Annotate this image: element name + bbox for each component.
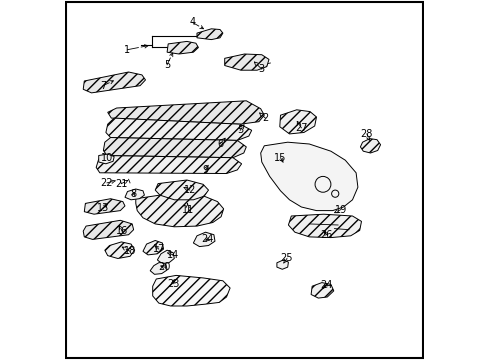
Text: 16: 16 bbox=[116, 226, 128, 236]
Polygon shape bbox=[106, 118, 251, 140]
Polygon shape bbox=[83, 220, 133, 239]
Text: 20: 20 bbox=[158, 262, 170, 272]
Polygon shape bbox=[152, 275, 230, 306]
Text: 24: 24 bbox=[320, 280, 332, 290]
Polygon shape bbox=[193, 232, 215, 247]
Text: 8: 8 bbox=[130, 189, 137, 199]
Polygon shape bbox=[360, 139, 380, 153]
Text: 7: 7 bbox=[100, 81, 106, 91]
Polygon shape bbox=[157, 250, 174, 264]
Text: 22: 22 bbox=[101, 178, 113, 188]
Polygon shape bbox=[125, 189, 144, 200]
Text: 14: 14 bbox=[167, 250, 179, 260]
Polygon shape bbox=[155, 180, 208, 200]
Text: 23: 23 bbox=[167, 279, 179, 289]
Polygon shape bbox=[279, 110, 316, 134]
Text: 11: 11 bbox=[181, 204, 193, 215]
Text: 24: 24 bbox=[201, 234, 214, 244]
Text: 15: 15 bbox=[274, 153, 286, 163]
Polygon shape bbox=[84, 199, 125, 214]
Text: 17: 17 bbox=[152, 244, 164, 254]
Text: 5: 5 bbox=[163, 60, 170, 70]
Text: 12: 12 bbox=[183, 185, 196, 195]
Polygon shape bbox=[136, 195, 223, 227]
Text: 27: 27 bbox=[295, 123, 307, 133]
Polygon shape bbox=[310, 283, 333, 298]
Text: 21: 21 bbox=[115, 179, 127, 189]
Text: 2: 2 bbox=[262, 113, 268, 123]
Text: 4: 4 bbox=[189, 17, 195, 27]
Polygon shape bbox=[150, 262, 167, 274]
Polygon shape bbox=[260, 142, 357, 211]
Polygon shape bbox=[167, 41, 198, 54]
Polygon shape bbox=[276, 260, 288, 269]
Polygon shape bbox=[288, 214, 361, 238]
Text: 6: 6 bbox=[217, 139, 223, 149]
Polygon shape bbox=[99, 154, 114, 164]
Polygon shape bbox=[142, 240, 163, 255]
Text: 10: 10 bbox=[101, 153, 113, 163]
Polygon shape bbox=[104, 242, 134, 258]
Text: 3: 3 bbox=[258, 64, 264, 74]
Polygon shape bbox=[103, 138, 246, 158]
Text: 25: 25 bbox=[280, 253, 293, 264]
Polygon shape bbox=[96, 156, 241, 174]
Text: 9: 9 bbox=[202, 165, 208, 175]
Polygon shape bbox=[107, 101, 264, 124]
Text: 26: 26 bbox=[320, 230, 332, 240]
Polygon shape bbox=[197, 29, 223, 40]
Text: 13: 13 bbox=[97, 203, 109, 213]
Polygon shape bbox=[83, 72, 145, 93]
Polygon shape bbox=[224, 54, 268, 70]
Text: 18: 18 bbox=[123, 246, 136, 256]
Text: 28: 28 bbox=[360, 129, 372, 139]
Text: 5: 5 bbox=[237, 125, 243, 135]
Text: 1: 1 bbox=[124, 45, 130, 55]
Text: 19: 19 bbox=[334, 204, 346, 215]
